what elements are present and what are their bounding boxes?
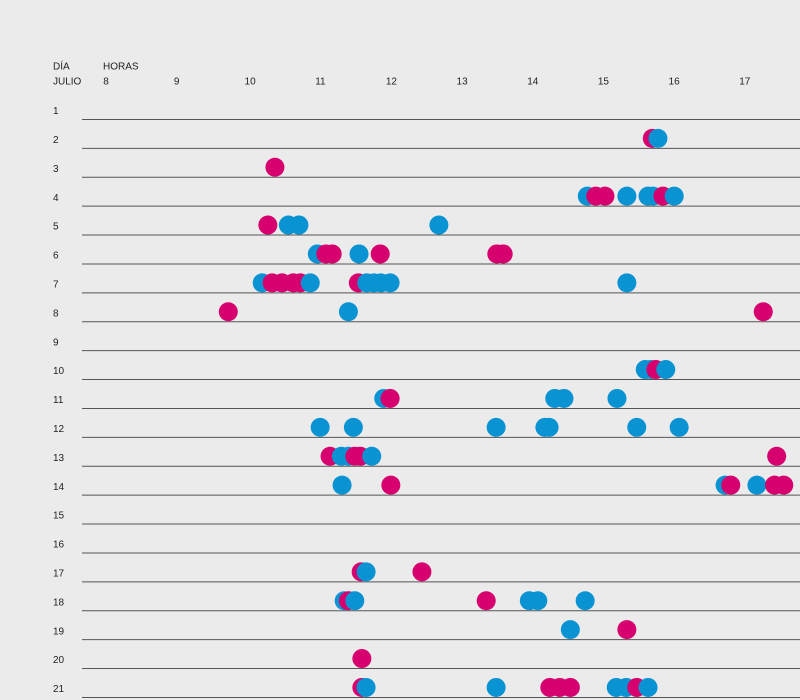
y-tick-label: 16 bbox=[53, 540, 65, 551]
dot bbox=[370, 244, 390, 264]
dot bbox=[486, 677, 506, 697]
dot bbox=[648, 128, 668, 148]
dot bbox=[664, 186, 684, 206]
dot bbox=[258, 215, 278, 235]
dot bbox=[265, 157, 285, 177]
dot bbox=[656, 360, 676, 380]
y-tick-label: 7 bbox=[53, 279, 59, 290]
dot bbox=[617, 273, 637, 293]
dot bbox=[560, 677, 580, 697]
dot bbox=[774, 475, 794, 495]
dot bbox=[356, 562, 376, 582]
y-tick-label: 6 bbox=[53, 251, 59, 262]
y-tick-label: 1 bbox=[53, 106, 59, 117]
y-tick-label: 3 bbox=[53, 164, 59, 175]
dot bbox=[560, 620, 580, 640]
x-label: HORAS bbox=[103, 62, 139, 73]
dot bbox=[380, 273, 400, 293]
dot bbox=[575, 591, 595, 611]
dot bbox=[767, 446, 787, 466]
dot bbox=[476, 591, 496, 611]
dot bbox=[493, 244, 513, 264]
dot bbox=[362, 446, 382, 466]
y-tick-label: 15 bbox=[53, 511, 65, 522]
dot bbox=[349, 244, 369, 264]
dot bbox=[310, 417, 330, 437]
y-tick-label: 4 bbox=[53, 193, 59, 204]
x-tick-label: 14 bbox=[527, 77, 539, 88]
dot bbox=[554, 388, 574, 408]
y-tick-label: 13 bbox=[53, 453, 65, 464]
x-tick-label: 8 bbox=[103, 77, 109, 88]
y-tick-label: 2 bbox=[53, 135, 59, 146]
dot bbox=[338, 302, 358, 322]
x-tick-label: 12 bbox=[386, 77, 398, 88]
x-tick-label: 15 bbox=[598, 77, 610, 88]
dot bbox=[322, 244, 342, 264]
dot bbox=[627, 417, 647, 437]
dot bbox=[595, 186, 615, 206]
dot bbox=[607, 388, 627, 408]
dot bbox=[486, 417, 506, 437]
dot bbox=[747, 475, 767, 495]
dot bbox=[332, 475, 352, 495]
y-tick-label: 17 bbox=[53, 568, 65, 579]
y-tick-label: 9 bbox=[53, 337, 59, 348]
dot bbox=[345, 591, 365, 611]
y-tick-label: 18 bbox=[53, 597, 65, 608]
y-tick-label: 20 bbox=[53, 655, 65, 666]
dot bbox=[669, 417, 689, 437]
dot bbox=[753, 302, 773, 322]
y-tick-label: 8 bbox=[53, 308, 59, 319]
dot bbox=[381, 475, 401, 495]
dot bbox=[343, 417, 363, 437]
dot bbox=[356, 677, 376, 697]
dot bbox=[617, 186, 637, 206]
x-tick-label: 10 bbox=[245, 77, 257, 88]
x-tick-label: 13 bbox=[457, 77, 469, 88]
dot bbox=[289, 215, 309, 235]
y-tick-label: 10 bbox=[53, 366, 65, 377]
dot bbox=[300, 273, 320, 293]
dot bbox=[539, 417, 559, 437]
y-tick-label: 11 bbox=[53, 395, 64, 406]
y-tick-label: 14 bbox=[53, 482, 65, 493]
x-tick-label: 11 bbox=[315, 77, 326, 88]
dot bbox=[528, 591, 548, 611]
y-tick-label: 5 bbox=[53, 222, 59, 233]
dot bbox=[638, 677, 658, 697]
y-tick-label: 19 bbox=[53, 626, 65, 637]
dot bbox=[352, 649, 372, 669]
dot bbox=[380, 388, 400, 408]
y-tick-label: 12 bbox=[53, 424, 65, 435]
y-label: JULIO bbox=[53, 77, 82, 88]
dot bbox=[721, 475, 741, 495]
y-label: DÍA bbox=[53, 60, 70, 73]
dot bbox=[617, 620, 637, 640]
dot bbox=[412, 562, 432, 582]
x-tick-label: 9 bbox=[174, 77, 180, 88]
y-tick-label: 21 bbox=[53, 684, 65, 695]
dot bbox=[429, 215, 449, 235]
x-tick-label: 16 bbox=[669, 77, 681, 88]
dot bbox=[218, 302, 238, 322]
x-tick-label: 17 bbox=[739, 77, 751, 88]
